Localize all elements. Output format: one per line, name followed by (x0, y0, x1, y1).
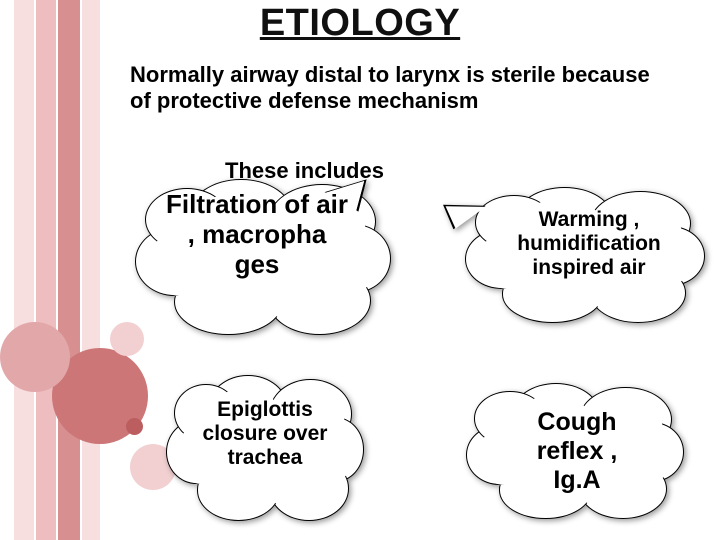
cloud-epiglottis: Epiglottis closure over trachea (170, 378, 360, 518)
deco-circle (110, 322, 144, 356)
cloud-epiglottis-text: Epiglottis closure over trachea (198, 398, 332, 470)
intro-paragraph: Normally airway distal to larynx is ster… (130, 62, 650, 115)
cloud-cough: Cough reflex , Ig.A (470, 386, 680, 516)
deco-circle (126, 418, 143, 435)
cloud-filtration: Filtration of air , macropha ges (140, 182, 386, 332)
left-stripes (0, 0, 110, 540)
cloud-warming: Warming , humidification inspired air (470, 190, 700, 320)
page-title: ETIOLOGY (0, 2, 720, 45)
stripe (36, 0, 56, 540)
stripe (58, 0, 80, 540)
cloud-cough-text: Cough reflex , Ig.A (510, 408, 644, 494)
cloud-warming-text: Warming , humidification inspired air (502, 208, 676, 280)
stripe (82, 0, 100, 540)
deco-circle (0, 322, 70, 392)
stripe (14, 0, 34, 540)
cloud-filtration-text: Filtration of air , macropha ges (162, 190, 352, 280)
